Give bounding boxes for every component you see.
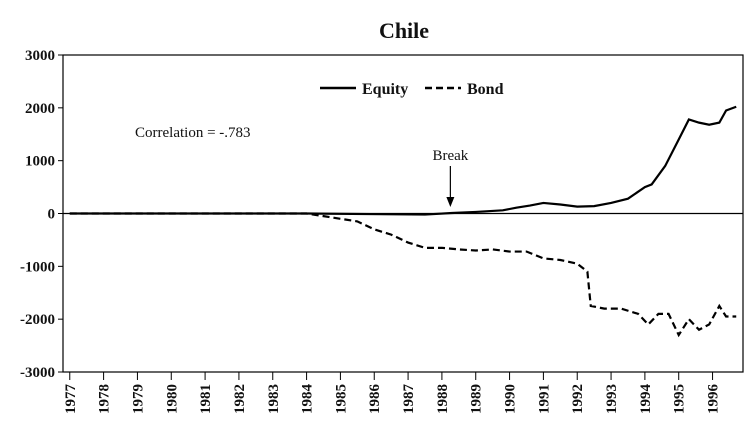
legend-label: Equity: [362, 81, 408, 98]
y-tick-label: 1000: [25, 154, 55, 170]
x-tick-label: 1981: [198, 384, 214, 414]
x-tick-label: 1991: [536, 384, 552, 414]
x-tick-label: 1978: [97, 384, 113, 414]
x-tick-label: 1996: [706, 384, 722, 415]
y-tick-label: -2000: [20, 312, 55, 328]
x-tick-label: 1986: [367, 384, 383, 415]
x-tick-label: 1993: [604, 384, 620, 414]
x-tick-label: 1982: [232, 384, 248, 414]
chart-title: Chile: [379, 18, 429, 43]
x-tick-label: 1990: [503, 384, 519, 414]
x-tick-label: 1979: [130, 384, 146, 414]
x-tick-label: 1995: [672, 384, 688, 414]
line-series: [69, 212, 737, 338]
x-tick-label: 1983: [266, 384, 282, 414]
x-tick-label: 1989: [469, 384, 485, 414]
x-tick-label: 1985: [333, 384, 349, 414]
x-tick-label: 1980: [164, 384, 180, 414]
legend-label: Bond: [467, 81, 504, 98]
y-tick-label: -3000: [20, 365, 55, 381]
break-arrowhead: [446, 197, 455, 207]
x-tick-label: 1992: [570, 384, 586, 414]
break-label: Break: [432, 148, 468, 164]
y-tick-label: 3000: [25, 48, 55, 64]
correlation-note: Correlation = -.783: [135, 125, 251, 141]
x-tick-label: 1977: [63, 384, 79, 415]
y-tick-label: -1000: [20, 259, 55, 275]
y-tick-label: 0: [48, 207, 56, 223]
y-tick-label: 2000: [25, 101, 55, 117]
x-tick-label: 1987: [401, 384, 417, 415]
x-tick-label: 1994: [638, 384, 654, 415]
line-series: [69, 105, 737, 216]
x-tick-label: 1984: [300, 384, 316, 415]
x-tick-label: 1988: [435, 384, 451, 414]
